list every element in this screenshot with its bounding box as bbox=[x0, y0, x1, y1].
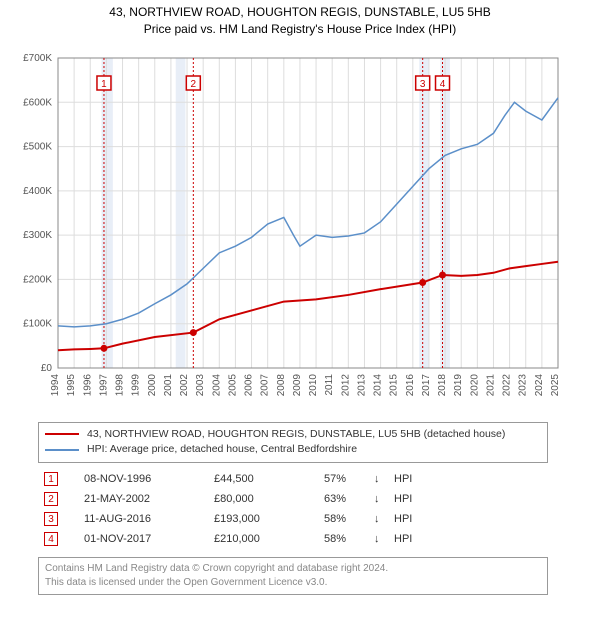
transactions-table: 108-NOV-1996£44,50057%↓HPI221-MAY-2002£8… bbox=[38, 469, 548, 549]
svg-text:£600K: £600K bbox=[23, 97, 52, 108]
tx-arrow: ↓ bbox=[368, 509, 388, 529]
title-address: 43, NORTHVIEW ROAD, HOUGHTON REGIS, DUNS… bbox=[10, 4, 590, 21]
svg-text:£400K: £400K bbox=[23, 185, 52, 196]
tx-marker: 3 bbox=[44, 512, 58, 526]
svg-text:2024: 2024 bbox=[534, 373, 545, 396]
svg-text:2018: 2018 bbox=[437, 373, 448, 396]
legend-swatch-property bbox=[45, 433, 79, 435]
svg-text:1999: 1999 bbox=[131, 373, 142, 396]
footer-line2: This data is licensed under the Open Gov… bbox=[45, 576, 541, 590]
svg-text:£100K: £100K bbox=[23, 318, 52, 329]
svg-text:2020: 2020 bbox=[469, 373, 480, 396]
svg-text:2023: 2023 bbox=[518, 373, 529, 396]
svg-text:2021: 2021 bbox=[485, 373, 496, 396]
svg-text:2013: 2013 bbox=[356, 373, 367, 396]
svg-text:1994: 1994 bbox=[50, 373, 61, 396]
legend-row-hpi: HPI: Average price, detached house, Cent… bbox=[45, 442, 541, 458]
svg-text:2006: 2006 bbox=[244, 373, 255, 396]
svg-text:1995: 1995 bbox=[66, 373, 77, 396]
footer-line1: Contains HM Land Registry data © Crown c… bbox=[45, 562, 541, 576]
svg-text:2000: 2000 bbox=[147, 373, 158, 396]
table-row: 3 11-AUG-2016£193,00058%↓HPI bbox=[38, 509, 548, 529]
svg-text:2025: 2025 bbox=[550, 373, 561, 396]
legend-swatch-hpi bbox=[45, 449, 79, 451]
svg-text:1997: 1997 bbox=[98, 373, 109, 396]
tx-arrow: ↓ bbox=[368, 489, 388, 509]
svg-text:2002: 2002 bbox=[179, 373, 190, 396]
tx-date: 08-NOV-1996 bbox=[78, 469, 208, 489]
tx-price: £44,500 bbox=[208, 469, 318, 489]
tx-pct: 63% bbox=[318, 489, 368, 509]
tx-arrow: ↓ bbox=[368, 529, 388, 549]
svg-text:2: 2 bbox=[191, 79, 197, 90]
svg-text:2003: 2003 bbox=[195, 373, 206, 396]
svg-text:1996: 1996 bbox=[82, 373, 93, 396]
page-root: 43, NORTHVIEW ROAD, HOUGHTON REGIS, DUNS… bbox=[0, 0, 600, 599]
svg-text:1: 1 bbox=[101, 79, 107, 90]
svg-text:2022: 2022 bbox=[502, 373, 513, 396]
tx-pct: 58% bbox=[318, 529, 368, 549]
title-block: 43, NORTHVIEW ROAD, HOUGHTON REGIS, DUNS… bbox=[10, 4, 590, 38]
legend-label-property: 43, NORTHVIEW ROAD, HOUGHTON REGIS, DUNS… bbox=[87, 427, 505, 443]
svg-text:2011: 2011 bbox=[324, 373, 335, 395]
tx-marker: 2 bbox=[44, 492, 58, 506]
tx-date: 11-AUG-2016 bbox=[78, 509, 208, 529]
tx-vs: HPI bbox=[388, 509, 548, 529]
svg-text:£300K: £300K bbox=[23, 230, 52, 241]
tx-arrow: ↓ bbox=[368, 469, 388, 489]
svg-text:2005: 2005 bbox=[227, 373, 238, 396]
svg-text:£0: £0 bbox=[41, 363, 53, 374]
tx-marker: 1 bbox=[44, 472, 58, 486]
tx-price: £193,000 bbox=[208, 509, 318, 529]
tx-price: £80,000 bbox=[208, 489, 318, 509]
svg-text:£500K: £500K bbox=[23, 141, 52, 152]
svg-text:£200K: £200K bbox=[23, 274, 52, 285]
tx-vs: HPI bbox=[388, 489, 548, 509]
table-row: 1 08-NOV-1996£44,50057%↓HPI bbox=[38, 469, 548, 489]
footer: Contains HM Land Registry data © Crown c… bbox=[38, 557, 548, 595]
svg-text:2008: 2008 bbox=[276, 373, 287, 396]
tx-vs: HPI bbox=[388, 529, 548, 549]
title-subtitle: Price paid vs. HM Land Registry's House … bbox=[10, 21, 590, 38]
svg-text:2007: 2007 bbox=[260, 373, 271, 396]
svg-text:2015: 2015 bbox=[389, 373, 400, 396]
legend-row-property: 43, NORTHVIEW ROAD, HOUGHTON REGIS, DUNS… bbox=[45, 427, 541, 443]
svg-text:4: 4 bbox=[440, 79, 446, 90]
legend-label-hpi: HPI: Average price, detached house, Cent… bbox=[87, 442, 357, 458]
tx-date: 01-NOV-2017 bbox=[78, 529, 208, 549]
table-row: 2 21-MAY-2002£80,00063%↓HPI bbox=[38, 489, 548, 509]
tx-date: 21-MAY-2002 bbox=[78, 489, 208, 509]
svg-text:1998: 1998 bbox=[115, 373, 126, 396]
svg-text:2009: 2009 bbox=[292, 373, 303, 396]
tx-marker: 4 bbox=[44, 532, 58, 546]
svg-text:2004: 2004 bbox=[211, 373, 222, 396]
tx-price: £210,000 bbox=[208, 529, 318, 549]
price-chart: £0 £100K £200K £300K £400K £500K £600K £700K 199… bbox=[10, 44, 570, 414]
tx-vs: HPI bbox=[388, 469, 548, 489]
tx-pct: 57% bbox=[318, 469, 368, 489]
svg-text:2010: 2010 bbox=[308, 373, 319, 396]
svg-text:£700K: £700K bbox=[23, 53, 52, 64]
legend: 43, NORTHVIEW ROAD, HOUGHTON REGIS, DUNS… bbox=[38, 422, 548, 464]
tx-pct: 58% bbox=[318, 509, 368, 529]
svg-text:2016: 2016 bbox=[405, 373, 416, 396]
svg-text:2012: 2012 bbox=[340, 373, 351, 396]
svg-text:2017: 2017 bbox=[421, 373, 432, 396]
table-row: 4 01-NOV-2017£210,00058%↓HPI bbox=[38, 529, 548, 549]
svg-text:2019: 2019 bbox=[453, 373, 464, 396]
svg-text:2001: 2001 bbox=[163, 373, 174, 396]
chart-svg: £0 £100K £200K £300K £400K £500K £600K £700K 199… bbox=[10, 44, 570, 414]
svg-text:3: 3 bbox=[420, 79, 426, 90]
svg-text:2014: 2014 bbox=[373, 373, 384, 396]
